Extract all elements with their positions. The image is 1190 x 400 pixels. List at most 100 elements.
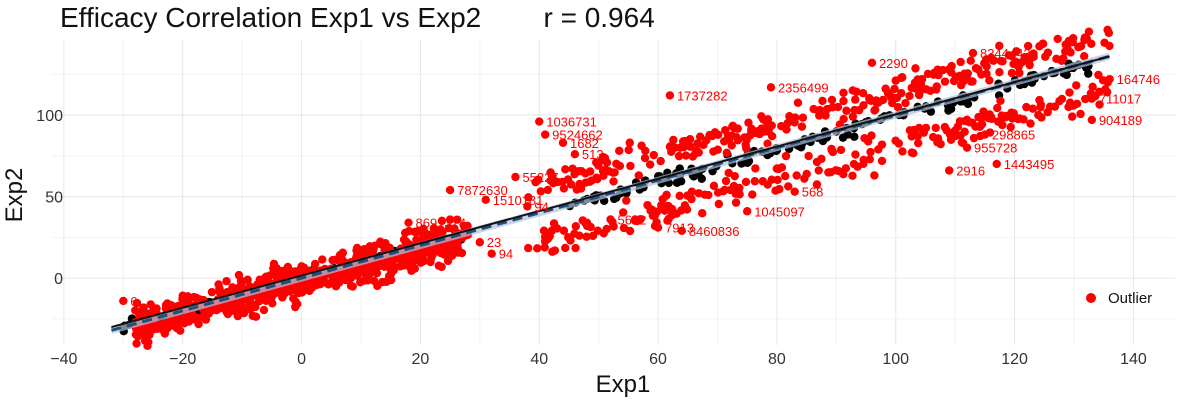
outlier-point — [836, 145, 846, 155]
outlier-point — [1025, 60, 1034, 70]
outlier-point — [566, 180, 576, 189]
legend-outlier-label: Outlier — [1108, 290, 1152, 307]
outlier-point — [897, 88, 906, 98]
outlier-point — [870, 106, 879, 115]
x-tick-label: 60 — [649, 351, 667, 368]
outlier-point — [878, 95, 888, 105]
outlier-point — [1076, 109, 1085, 119]
outlier-point — [548, 247, 557, 256]
normal-point — [838, 133, 848, 142]
outlier-id-label: 5642 — [618, 212, 647, 227]
labeled-outlier-point — [523, 202, 532, 211]
outlier-point — [1022, 102, 1031, 112]
outlier-point — [763, 139, 772, 148]
outlier-point — [407, 255, 416, 265]
labeled-outlier-point — [1087, 115, 1097, 125]
outlier-point — [412, 235, 421, 244]
outlier-point — [839, 114, 848, 124]
outlier-point — [1052, 54, 1061, 63]
outlier-id-label: 8344443 — [980, 46, 1031, 61]
outlier-point — [285, 287, 294, 296]
outlier-point — [817, 154, 826, 164]
outlier-id-label: 164746 — [1117, 72, 1160, 87]
normal-point — [672, 178, 682, 187]
outlier-point — [1061, 40, 1070, 49]
outlier-point — [989, 56, 998, 65]
outlier-point — [413, 255, 422, 264]
outlier-point — [400, 228, 410, 238]
outlier-point — [140, 331, 150, 340]
outlier-point — [414, 226, 423, 235]
outlier-point — [571, 222, 581, 231]
labeled-outlier-point — [481, 195, 490, 205]
x-tick-label: 100 — [882, 351, 909, 368]
outlier-point — [259, 305, 269, 315]
outlier-point — [909, 148, 918, 158]
outlier-point — [682, 205, 692, 214]
outlier-id-label: 298865 — [992, 128, 1035, 143]
outlier-point — [998, 57, 1007, 66]
outlier-id-label: 1036731 — [546, 115, 597, 130]
outlier-point — [773, 175, 782, 185]
outlier-id-label: 55227 — [522, 170, 558, 185]
outlier-point — [399, 261, 408, 270]
labeled-outlier-point — [653, 223, 663, 232]
outlier-point — [533, 244, 542, 253]
outlier-point — [1072, 99, 1082, 109]
outlier-point — [1064, 102, 1073, 112]
outlier-point — [767, 132, 777, 141]
outlier-point — [157, 320, 166, 329]
outlier-point — [437, 216, 447, 226]
outlier-point — [215, 286, 225, 296]
y-tick-label: 100 — [36, 108, 63, 125]
outlier-point — [693, 139, 702, 148]
outlier-point — [618, 208, 628, 217]
outlier-point — [615, 146, 624, 156]
labeled-outlier-point — [487, 249, 496, 258]
normal-point — [697, 174, 706, 183]
outlier-point — [382, 261, 391, 271]
outlier-id-label: 1045097 — [754, 204, 805, 219]
outlier-point — [201, 315, 211, 324]
outlier-point — [543, 185, 552, 195]
outlier-point — [337, 254, 346, 263]
outlier-point — [581, 169, 590, 178]
outlier-point — [742, 136, 751, 145]
outlier-point — [911, 64, 920, 73]
outlier-point — [860, 133, 869, 143]
labeled-outlier-point — [1105, 74, 1114, 84]
labeled-outlier-point — [1087, 94, 1097, 103]
outlier-point — [727, 141, 736, 150]
outlier-point — [389, 266, 398, 275]
outlier-point — [559, 184, 569, 193]
outlier-point — [622, 196, 631, 205]
outlier-point — [1074, 42, 1083, 52]
outlier-point — [381, 238, 390, 248]
outlier-point — [709, 181, 719, 191]
outlier-point — [698, 209, 707, 218]
labeled-outlier-point — [570, 149, 580, 159]
labeled-outlier-point — [475, 238, 485, 247]
outlier-point — [947, 61, 956, 71]
labeled-outlier-point — [606, 215, 615, 224]
outlier-point — [881, 84, 890, 93]
outlier-point — [365, 270, 374, 279]
outlier-point — [189, 292, 199, 302]
outlier-point — [1080, 35, 1089, 45]
outlier-point — [1023, 41, 1033, 51]
outlier-id-label: 94 — [534, 199, 548, 214]
outlier-point — [741, 177, 751, 187]
outlier-point — [945, 130, 955, 139]
outlier-point — [792, 171, 801, 180]
outlier-point — [870, 171, 879, 180]
outlier-point — [956, 57, 965, 67]
identity-line — [111, 54, 1111, 332]
outlier-point — [649, 150, 659, 160]
outlier-point — [721, 176, 731, 186]
outlier-point — [985, 110, 994, 119]
outlier-point — [1103, 25, 1112, 34]
outlier-point — [135, 308, 145, 317]
outlier-point — [1015, 68, 1024, 78]
outlier-point — [407, 266, 416, 276]
